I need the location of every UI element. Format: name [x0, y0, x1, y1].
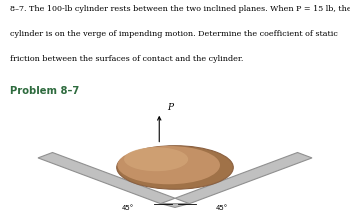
- Text: Problem 8–7: Problem 8–7: [10, 85, 79, 96]
- Polygon shape: [38, 152, 175, 204]
- Text: 45°: 45°: [122, 205, 134, 210]
- Polygon shape: [175, 152, 312, 204]
- Text: friction between the surfaces of contact and the cylinder.: friction between the surfaces of contact…: [10, 55, 244, 63]
- Circle shape: [117, 146, 220, 184]
- Text: P: P: [167, 103, 173, 112]
- Text: 8–7. The 100-lb cylinder rests between the two inclined planes. When P = 15 lb, : 8–7. The 100-lb cylinder rests between t…: [10, 5, 350, 13]
- Circle shape: [124, 147, 188, 171]
- Circle shape: [117, 146, 233, 189]
- Text: 45°: 45°: [216, 205, 228, 210]
- Text: cylinder is on the verge of impending motion. Determine the coefficient of stati: cylinder is on the verge of impending mo…: [10, 30, 338, 38]
- Polygon shape: [161, 204, 189, 207]
